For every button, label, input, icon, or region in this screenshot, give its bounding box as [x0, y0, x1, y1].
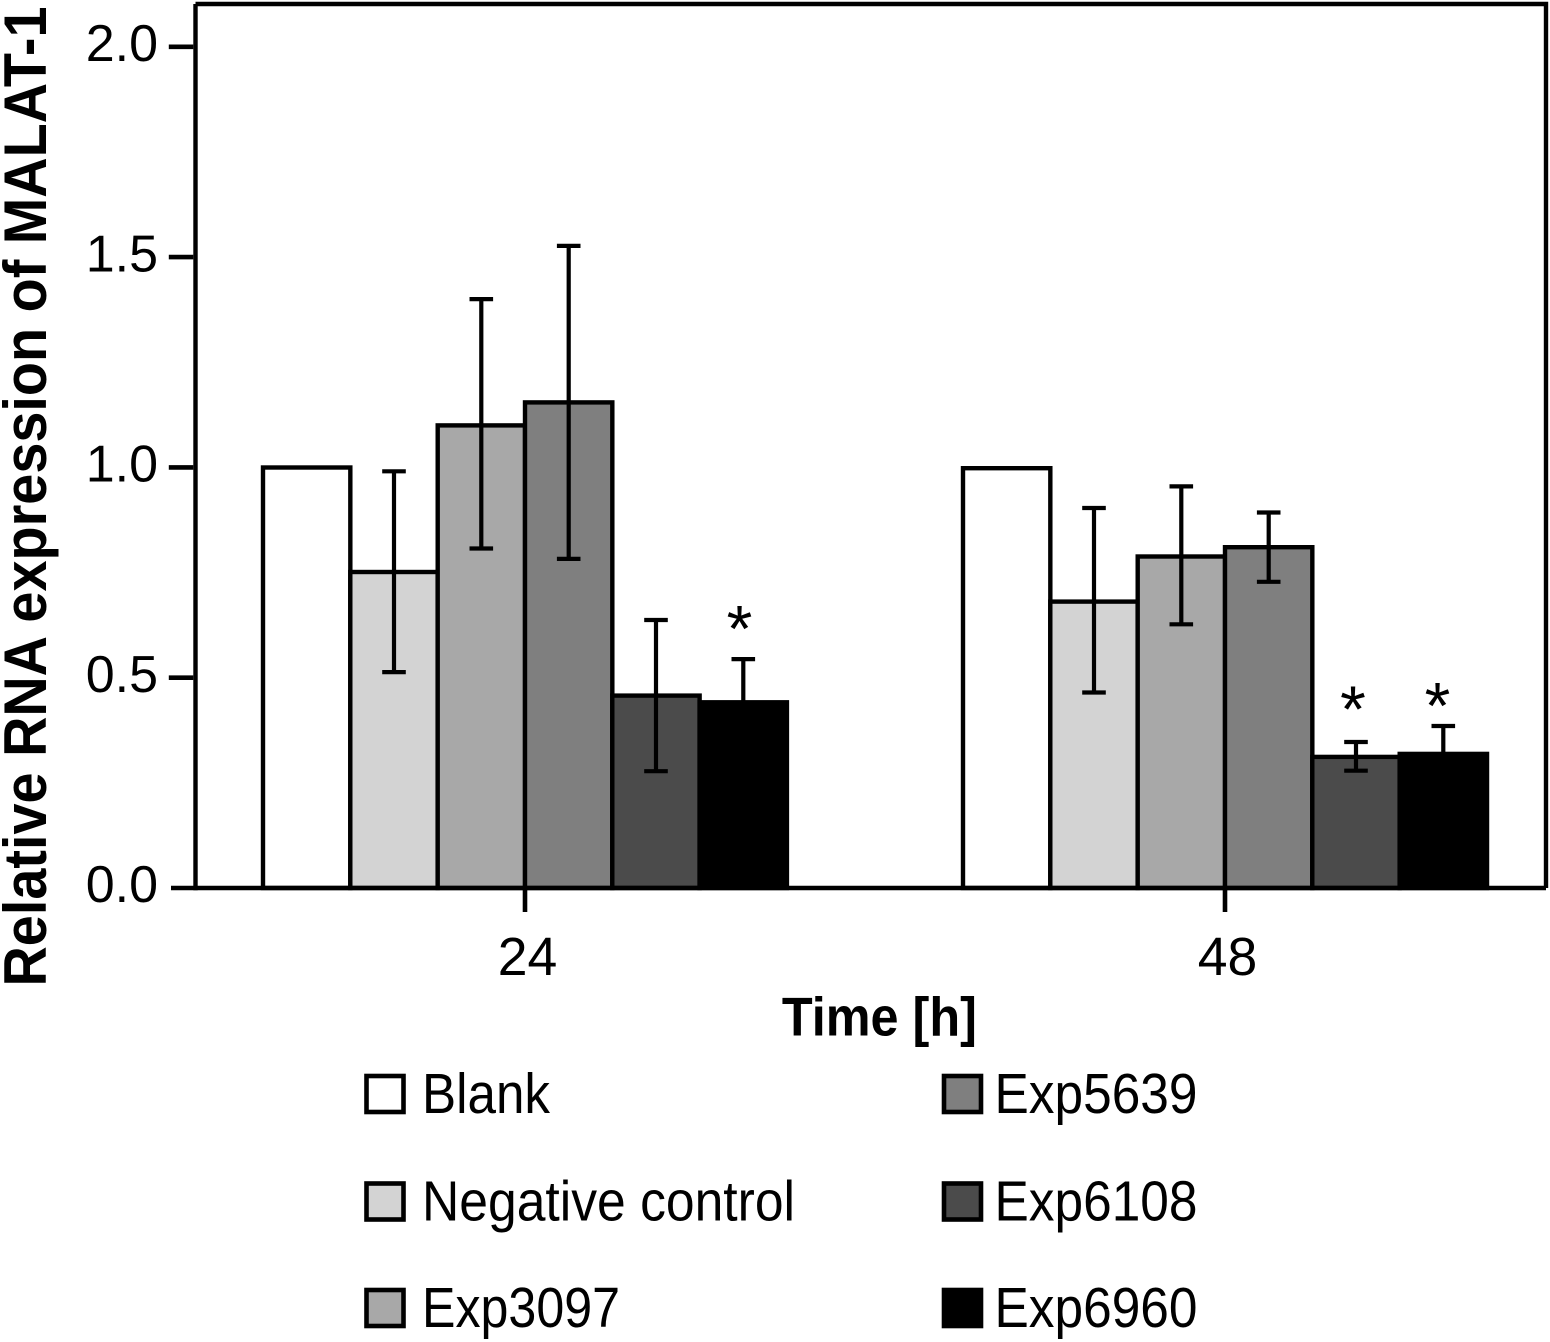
- svg-text:Blank: Blank: [422, 1062, 550, 1126]
- svg-text:*: *: [1340, 672, 1366, 746]
- svg-text:48: 48: [1198, 928, 1258, 987]
- svg-text:2.0: 2.0: [86, 15, 158, 73]
- svg-text:1.0: 1.0: [86, 436, 158, 494]
- svg-text:24: 24: [498, 928, 558, 987]
- svg-text:Exp5639: Exp5639: [995, 1062, 1198, 1126]
- svg-text:0.0: 0.0: [86, 856, 158, 914]
- svg-text:1.5: 1.5: [86, 225, 158, 283]
- svg-text:Exp3097: Exp3097: [422, 1276, 620, 1340]
- svg-text:0.5: 0.5: [86, 646, 158, 704]
- svg-text:Relative RNA expression of MAL: Relative RNA expression of MALAT-1: [0, 7, 59, 987]
- svg-text:Time [h]: Time [h]: [782, 986, 977, 1048]
- svg-text:Negative control: Negative control: [422, 1170, 795, 1234]
- svg-text:*: *: [1425, 668, 1451, 742]
- svg-text:Exp6960: Exp6960: [995, 1276, 1198, 1340]
- svg-text:*: *: [727, 592, 753, 666]
- svg-text:Exp6108: Exp6108: [995, 1170, 1198, 1234]
